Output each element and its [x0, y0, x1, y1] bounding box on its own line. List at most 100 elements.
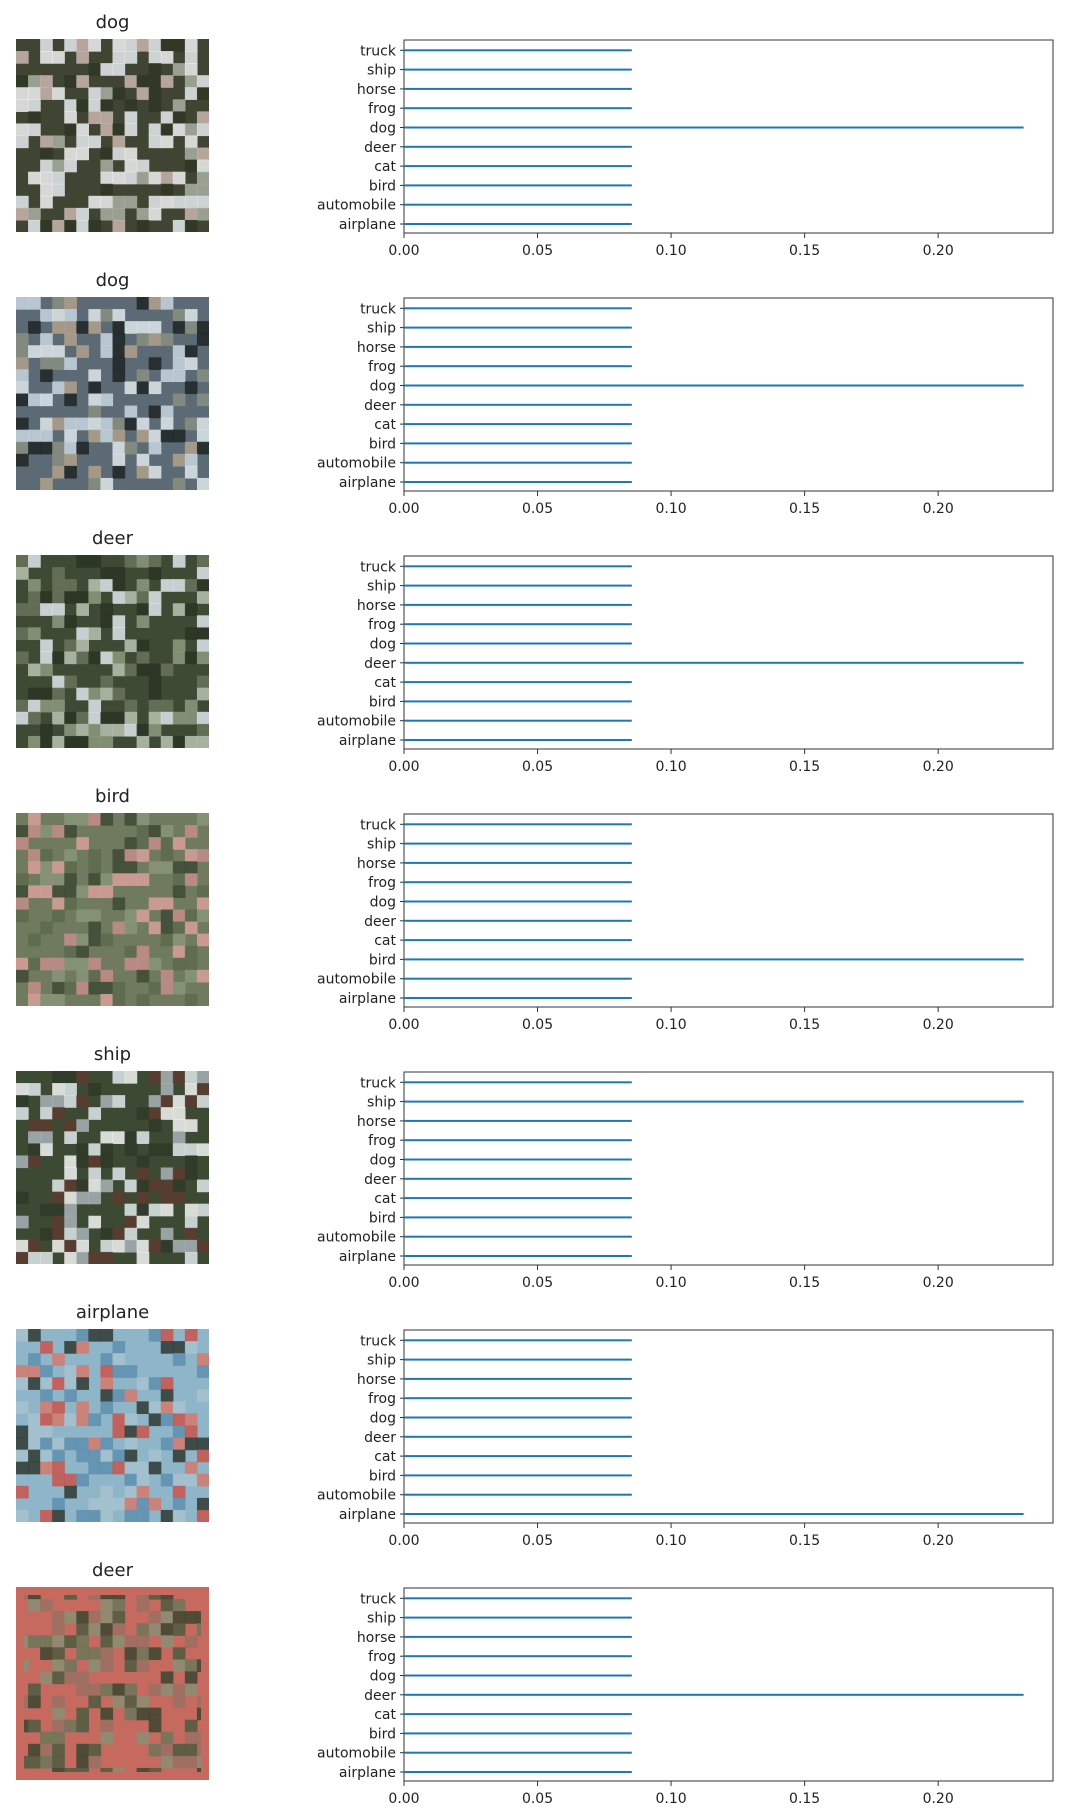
- bar-truck: [404, 823, 632, 826]
- bar-bird: [404, 1732, 632, 1735]
- x-tick-label: 0.10: [655, 1017, 686, 1032]
- y-tick-label-ship: ship: [367, 1095, 396, 1111]
- y-tick-label-frog: frog: [368, 617, 396, 633]
- prediction-row: deer airplane automobile bird cat deer dog frog…: [0, 516, 1066, 774]
- y-tick-label-horse: horse: [357, 1630, 396, 1646]
- y-tick-label-horse: horse: [357, 598, 396, 614]
- y-tick-label-automobile: automobile: [317, 714, 396, 730]
- x-tick-label: 0.05: [522, 1275, 553, 1290]
- axes-frame: [403, 297, 1054, 492]
- bar-ship: [404, 1358, 632, 1361]
- bar-truck: [404, 565, 632, 568]
- y-tick-label-truck: truck: [360, 559, 397, 575]
- y-tick-label-ship: ship: [367, 837, 396, 853]
- y-tick-label-deer: deer: [364, 1172, 396, 1188]
- bar-cat: [404, 939, 632, 942]
- bar-airplane: [404, 481, 632, 483]
- x-tick-label: 0.10: [655, 759, 686, 774]
- image-title: deer: [92, 528, 133, 549]
- bar-bird: [404, 1216, 632, 1219]
- probability-bar-chart: airplane automobile bird cat deer dog frog hors…: [317, 39, 1054, 258]
- x-tick-label: 0.05: [522, 1791, 553, 1806]
- prediction-row: ship airplane automobile bird cat deer dog frog…: [0, 1032, 1066, 1290]
- x-tick-label: 0.05: [522, 1533, 553, 1548]
- image-title: ship: [93, 1044, 132, 1065]
- bar-deer: [404, 1693, 1024, 1696]
- axes-frame: [403, 1587, 1054, 1782]
- y-tick-label-ship: ship: [367, 1611, 396, 1627]
- y-tick-label-bird: bird: [369, 952, 396, 968]
- y-tick-label-frog: frog: [368, 1391, 396, 1407]
- bar-deer: [404, 661, 1024, 664]
- y-tick-label-airplane: airplane: [339, 475, 396, 491]
- x-tick-label: 0.10: [655, 243, 686, 258]
- bar-bird: [404, 184, 632, 187]
- y-tick-label-truck: truck: [360, 43, 397, 59]
- prediction-row: dog airplane automobile bird cat deer dog frog h…: [0, 258, 1066, 516]
- y-tick-label-automobile: automobile: [317, 1230, 396, 1246]
- y-tick-label-cat: cat: [374, 1707, 396, 1723]
- axes-frame: [403, 39, 1054, 234]
- bar-horse: [404, 1119, 632, 1122]
- y-tick-label-truck: truck: [360, 1591, 397, 1607]
- bar-dog: [404, 1674, 632, 1677]
- x-tick-label: 0.05: [522, 1017, 553, 1032]
- x-tick-label: 0.00: [388, 1275, 419, 1290]
- y-tick-label-airplane: airplane: [339, 1249, 396, 1265]
- y-tick-label-ship: ship: [367, 321, 396, 337]
- y-tick-label-deer: deer: [364, 398, 396, 414]
- probability-bar-chart: airplane automobile bird cat deer dog frog hors…: [317, 1071, 1054, 1290]
- axes-frame: [403, 1329, 1054, 1524]
- bar-bird: [404, 700, 632, 703]
- x-tick-label: 0.15: [789, 501, 820, 516]
- y-tick-label-deer: deer: [364, 656, 396, 672]
- bar-horse: [404, 603, 632, 606]
- x-tick-label: 0.15: [789, 1791, 820, 1806]
- bar-frog: [404, 107, 632, 110]
- bar-airplane: [404, 1513, 1024, 1515]
- y-tick-label-dog: dog: [370, 1669, 396, 1685]
- x-tick-label: 0.00: [388, 759, 419, 774]
- dog-white-thumbnail: [16, 39, 209, 232]
- bar-ship: [404, 584, 632, 587]
- y-tick-label-ship: ship: [367, 1353, 396, 1369]
- y-tick-label-automobile: automobile: [317, 456, 396, 472]
- image-title: airplane: [75, 1302, 150, 1323]
- x-tick-label: 0.15: [789, 1275, 820, 1290]
- bar-ship: [404, 326, 632, 329]
- bar-cat: [404, 423, 632, 426]
- bar-deer: [404, 145, 632, 148]
- y-tick-label-ship: ship: [367, 63, 396, 79]
- y-tick-label-bird: bird: [369, 1210, 396, 1226]
- y-tick-label-horse: horse: [357, 82, 396, 98]
- bar-truck: [404, 1081, 632, 1084]
- bar-frog: [404, 1139, 632, 1142]
- axes-frame: [403, 813, 1054, 1008]
- y-tick-label-frog: frog: [368, 359, 396, 375]
- bar-truck: [404, 49, 632, 52]
- bar-truck: [404, 1597, 632, 1600]
- bar-dog: [404, 126, 1024, 129]
- x-tick-label: 0.15: [789, 759, 820, 774]
- y-tick-label-dog: dog: [370, 379, 396, 395]
- x-tick-label: 0.10: [655, 1275, 686, 1290]
- bar-cat: [404, 1197, 632, 1200]
- bar-frog: [404, 1397, 632, 1400]
- bar-automobile: [404, 1493, 632, 1496]
- y-tick-label-automobile: automobile: [317, 1488, 396, 1504]
- image-title: dog: [95, 270, 130, 291]
- bar-horse: [404, 345, 632, 348]
- y-tick-label-bird: bird: [369, 1468, 396, 1484]
- bar-frog: [404, 365, 632, 368]
- bar-airplane: [404, 997, 632, 999]
- y-tick-label-airplane: airplane: [339, 1507, 396, 1523]
- y-tick-label-cat: cat: [374, 675, 396, 691]
- bar-automobile: [404, 1751, 632, 1754]
- x-tick-label: 0.15: [789, 1533, 820, 1548]
- bar-ship: [404, 1100, 1024, 1103]
- y-tick-label-automobile: automobile: [317, 198, 396, 214]
- y-tick-label-truck: truck: [360, 817, 397, 833]
- axes-frame: [403, 1071, 1054, 1266]
- prediction-row: dog airplane automobile bird cat deer dog frog h…: [0, 0, 1066, 258]
- bar-frog: [404, 623, 632, 626]
